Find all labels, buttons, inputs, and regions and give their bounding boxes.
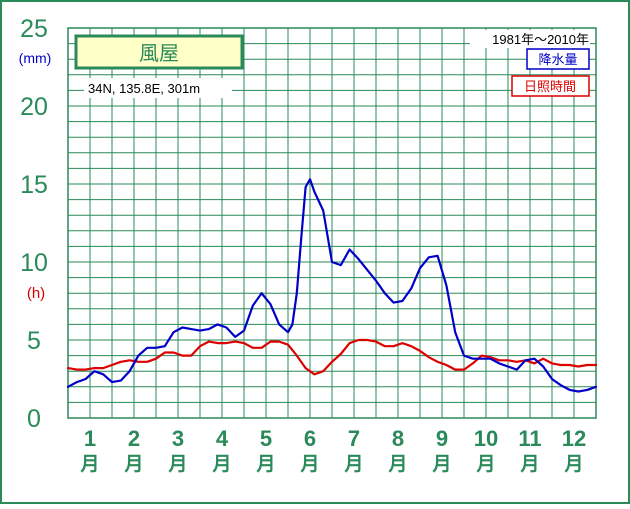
- series-lines: [66, 178, 598, 393]
- y-tick-label: 0: [27, 405, 41, 433]
- period-bg: [470, 30, 590, 48]
- x-tick-month-suffix: 月: [563, 454, 583, 475]
- x-tick-month-suffix: 月: [123, 454, 143, 475]
- y-tick-label: 20: [20, 93, 48, 121]
- x-tick-month-number: 9: [436, 426, 448, 451]
- x-tick-month-suffix: 月: [519, 454, 539, 475]
- x-tick-month-suffix: 月: [387, 454, 407, 475]
- x-tick-month-suffix: 月: [255, 454, 275, 475]
- x-tick-month-suffix: 月: [79, 454, 99, 475]
- legend-precip: 降水量: [538, 52, 577, 67]
- y-tick-label: 10: [20, 249, 48, 277]
- x-tick-month-number: 11: [518, 426, 541, 451]
- y-axis-ticks: 0 5 10 15 20 25: [20, 15, 48, 433]
- sunshine-line: [66, 338, 598, 376]
- x-tick-month-suffix: 月: [299, 454, 319, 475]
- precip-unit: (mm): [19, 50, 52, 66]
- x-tick-month-suffix: 月: [431, 454, 451, 475]
- legend-precip-box: [526, 48, 590, 70]
- x-tick-month-suffix: 月: [475, 454, 495, 475]
- location-bg: [84, 78, 232, 98]
- x-tick-month-number: 7: [348, 426, 360, 451]
- x-tick-month-suffix: 月: [167, 454, 187, 475]
- x-tick-month-number: 10: [474, 426, 498, 451]
- legend-sun: 日照時間: [524, 79, 576, 94]
- station-name: 風屋: [139, 43, 179, 65]
- precipitation-line: [66, 178, 598, 393]
- y-tick-label: 5: [27, 327, 41, 355]
- x-tick-month-number: 6: [304, 426, 316, 451]
- location-label: 34N, 135.8E, 301m: [88, 81, 200, 96]
- y-tick-label: 15: [20, 171, 48, 199]
- y-tick-label: 25: [20, 15, 48, 43]
- x-tick-month-suffix: 月: [211, 454, 231, 475]
- x-tick-month-number: 12: [562, 426, 586, 451]
- x-tick-month-number: 2: [128, 426, 140, 451]
- x-tick-month-number: 8: [392, 426, 404, 451]
- legend-sun-box: [511, 75, 590, 97]
- station-name-box: [74, 34, 244, 70]
- x-tick-month-number: 5: [260, 426, 272, 451]
- sunshine-unit: (h): [27, 285, 45, 302]
- x-axis-ticks: 1 月 2 月 3 月 4 月 5 月 6 月 7 月 8 月 9 月 10 月 11 月 12 月: [79, 426, 586, 475]
- period-label: 1981年～2010年: [492, 32, 589, 47]
- x-tick-month-number: 3: [172, 426, 184, 451]
- x-tick-month-suffix: 月: [343, 454, 363, 475]
- x-tick-month-number: 1: [84, 426, 96, 451]
- plot-border: [67, 27, 597, 419]
- x-tick-month-number: 4: [216, 426, 229, 451]
